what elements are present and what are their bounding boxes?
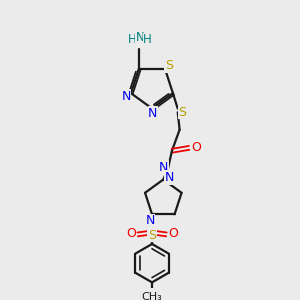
Text: H: H — [143, 33, 152, 46]
Text: O: O — [168, 227, 178, 240]
Text: N: N — [159, 160, 168, 174]
Text: S: S — [165, 59, 173, 72]
Text: O: O — [191, 141, 201, 154]
Text: N: N — [136, 31, 144, 44]
Text: N: N — [164, 171, 174, 184]
Text: S: S — [148, 229, 156, 242]
Text: CH₃: CH₃ — [142, 292, 162, 300]
Text: H: H — [128, 33, 136, 46]
Text: N: N — [148, 107, 158, 120]
Text: N: N — [122, 90, 131, 103]
Text: N: N — [146, 214, 155, 227]
Text: O: O — [126, 227, 136, 240]
Text: S: S — [178, 106, 187, 119]
